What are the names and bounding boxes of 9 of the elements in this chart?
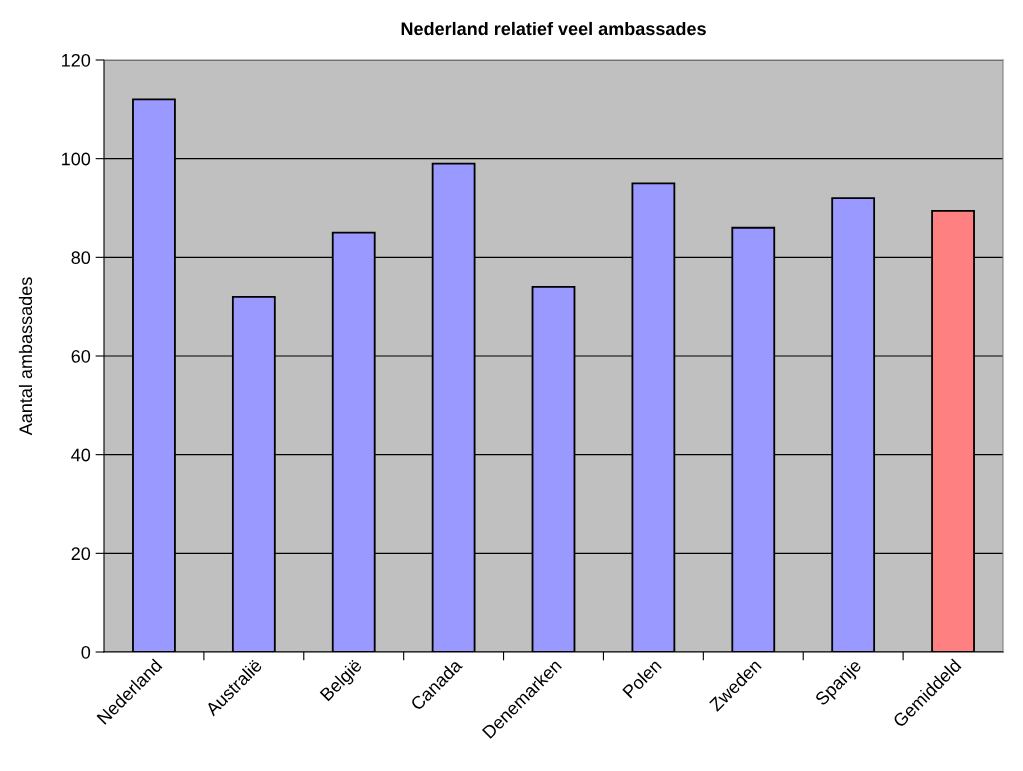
y-axis-title: Aantal ambassades (18, 277, 33, 436)
y-tick-label: 20 (71, 547, 91, 561)
y-tick-label: 120 (62, 53, 91, 67)
y-tick-label: 40 (71, 448, 91, 462)
y-tick-label: 60 (71, 349, 91, 363)
chart-title: Nederland relatief veel ambassades (401, 21, 706, 36)
y-tick-label: 0 (81, 645, 91, 659)
y-tick-label: 100 (62, 152, 91, 166)
y-tick-label: 80 (71, 251, 91, 265)
